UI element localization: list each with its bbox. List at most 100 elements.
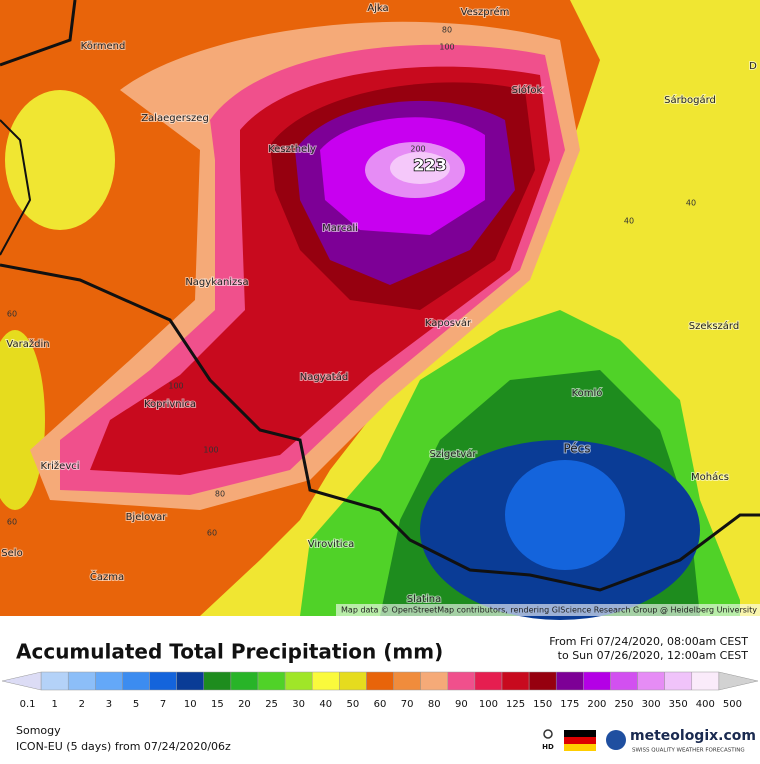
legend-swatch [339,671,367,691]
legend-label: 70 [401,699,414,710]
legend-label: 250 [614,699,633,710]
places: Ajka Veszprém Körmend Zalaegerszeg Keszt… [0,2,758,606]
border [0,0,77,67]
place: Selo [1,548,22,559]
legend-swatch [40,671,69,691]
attribution-bg [336,604,760,616]
legend-swatch [1,671,42,691]
legend-swatch [610,671,638,691]
legend-swatch [474,671,503,691]
place: Čazma [90,570,124,583]
place: Nagyatád [300,371,348,383]
legend-swatch [447,671,476,691]
place: Veszprém [461,6,510,18]
legend-swatch [149,671,177,691]
legend-label: 90 [455,699,468,710]
legend-label: 60 [374,699,387,710]
place: Szekszárd [689,320,739,332]
legend-swatch [501,671,530,691]
place: Ajka [367,3,388,14]
place: Slatina [407,594,441,605]
contour-label: 100 [168,382,183,391]
legend: 0.1 1 2 3 5 7 10 15 20 25 30 40 50 60 70 80 90 100 125 150 1… [1,671,759,710]
place: Körmend [81,41,126,52]
period-to: to Sun 07/26/2020, 12:00am CEST [558,649,749,662]
legend-label: 7 [160,699,166,710]
legend-swatch [230,671,259,691]
legend-swatch [555,671,584,691]
logo-icon [606,730,626,750]
place: Varaždin [6,338,49,350]
legend-label: 50 [347,699,360,710]
place: Križevci [40,460,79,472]
place: Zalaegerszeg [141,113,209,124]
legend-swatch [122,671,150,691]
hd-label: HD [542,743,554,751]
legend-label: 150 [533,699,552,710]
area [505,460,625,570]
place: Sárbogárd [664,94,716,106]
place: Koprivnica [144,399,196,410]
place: Nagykanizsa [185,277,248,288]
legend-label: 3 [106,699,112,710]
map: Ajka Veszprém Körmend Zalaegerszeg Keszt… [0,0,760,620]
place: Mohács [691,471,729,483]
legend-label: 20 [238,699,251,710]
legend-swatch [637,671,665,691]
flag [564,744,596,751]
place: Siófok [512,84,543,96]
period-from: From Fri 07/24/2020, 08:00am CEST [549,635,748,648]
place: Komló [572,387,603,399]
region: Somogy [16,724,61,737]
legend-label: 80 [428,699,441,710]
legend-swatch [664,671,693,691]
max-label: 223 [413,156,446,175]
legend-label: 350 [669,699,688,710]
legend-swatch [284,671,313,691]
legend-label: 40 [319,699,332,710]
legend-swatch [366,671,394,691]
legend-label: 100 [479,699,498,710]
legend-label: 0.1 [20,699,36,710]
brand: meteologix.com [630,728,756,744]
legend-label: 300 [642,699,661,710]
legend-title: Accumulated Total Precipitation (mm) [16,640,443,664]
legend-swatch [311,671,340,691]
contour-labels: 80 100 200 40 40 60 100 100 80 60 60 223 [7,26,696,538]
place: Virovitica [308,539,354,550]
border [0,263,760,592]
area [0,330,45,510]
legend-label: 175 [560,699,579,710]
place: D [749,61,757,72]
legend-swatch [420,671,449,691]
legend-label: 125 [506,699,525,710]
contour-label: 200 [410,145,425,154]
place: Szigetvár [430,448,478,460]
place: Keszthely [268,144,316,155]
legend-label: 30 [292,699,305,710]
legend-swatch [691,671,720,691]
legend-label: 25 [265,699,278,710]
place: Pécs [563,442,590,456]
area [5,90,115,230]
border [0,119,32,256]
legend-label: 1 [51,699,57,710]
contour-label: 80 [442,26,452,35]
legend-label: 10 [184,699,197,710]
legend-swatch [67,671,96,691]
contour-label: 60 [7,310,17,319]
legend-swatch [583,671,611,691]
flag [564,730,596,737]
legend-swatch [528,671,557,691]
legend-label: 2 [79,699,85,710]
legend-swatch [257,671,286,691]
flag [564,737,596,744]
area [390,152,450,184]
tagline: SWISS QUALITY WEATHER FORECASTING [632,748,745,754]
place: Bjelovar [126,512,168,523]
contour-label: 60 [7,518,17,527]
model-run: ICON-EU (5 days) from 07/24/2020/06z [16,740,231,753]
contour-label: 100 [203,446,218,455]
contour-label: 100 [439,43,454,52]
